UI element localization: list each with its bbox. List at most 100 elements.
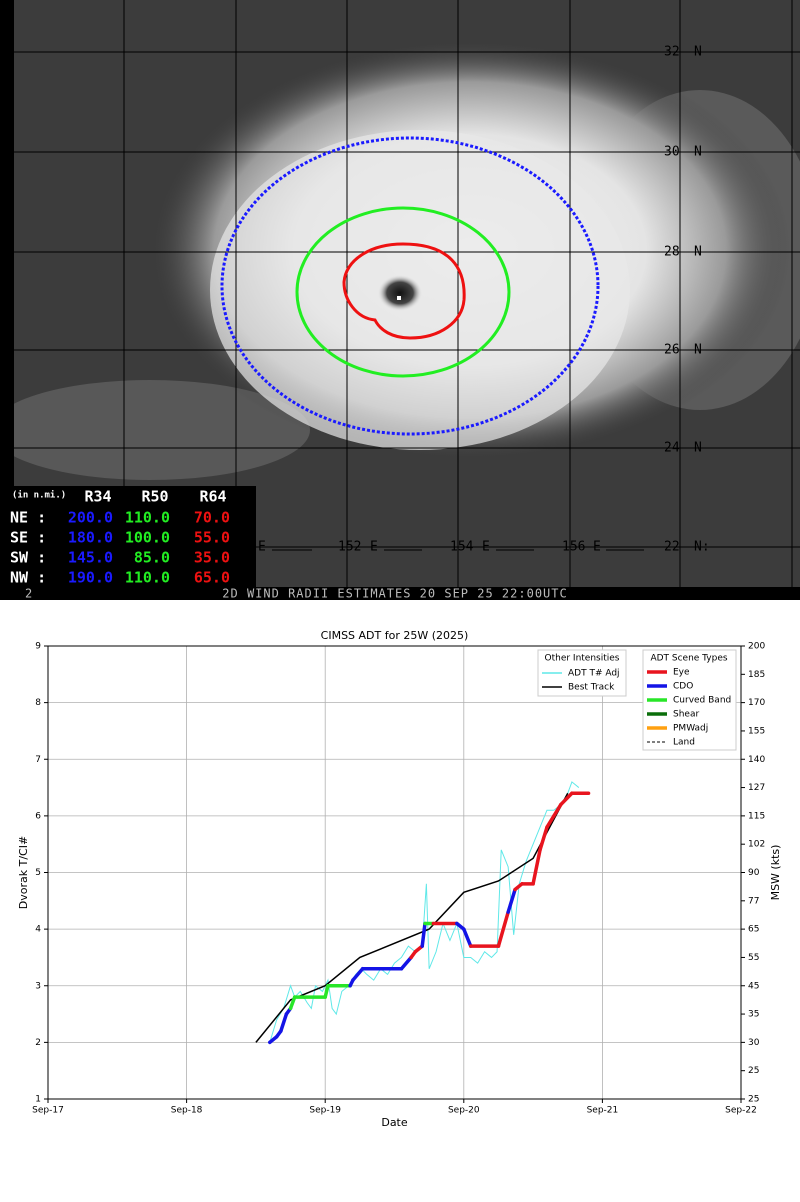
legend-label: Shear [673, 710, 699, 720]
y2-tick-label: 35 [748, 1010, 759, 1020]
x-tick-label: Sep-21 [587, 1106, 619, 1116]
x-axis-label: Date [381, 1116, 408, 1129]
y-tick-label: 7 [35, 755, 41, 765]
series-line [269, 781, 580, 1043]
lat-degree: 26 [664, 343, 680, 358]
radius-value: 190.0 [68, 569, 113, 587]
lon-label: E [370, 540, 378, 555]
y2-tick-label: 170 [748, 698, 765, 708]
radius-value: 100.0 [125, 529, 170, 547]
legend-label: Curved Band [673, 696, 731, 706]
legend-title: Other Intensities [545, 654, 620, 664]
row-label: SW : [10, 549, 46, 567]
radius-value: 110.0 [125, 509, 170, 527]
lon-label: E [593, 540, 601, 555]
y2-tick-label: 115 [748, 811, 765, 821]
legend-label: ADT T# Adj [568, 669, 620, 679]
y2-tick-label: 155 [748, 726, 765, 736]
column-header: R50 [141, 488, 168, 506]
scene-segment [506, 887, 517, 914]
y2-axis-label: MSW (kts) [769, 845, 782, 901]
lon-label: E [258, 540, 266, 555]
y2-tick-label: 55 [748, 953, 759, 963]
row-label: NE : [10, 509, 46, 527]
series-line [255, 792, 569, 1043]
lat-hemisphere: N [694, 343, 702, 358]
lat-degree: 28 [664, 245, 680, 260]
y2-tick-label: 45 [748, 981, 759, 991]
scene-segment [462, 927, 473, 948]
lat-degree: 22 [664, 540, 680, 555]
legend-label: PMWadj [673, 724, 708, 734]
y-tick-label: 2 [35, 1038, 41, 1048]
radius-value: 70.0 [194, 509, 230, 527]
x-tick-label: Sep-22 [725, 1106, 757, 1116]
legend-title: ADT Scene Types [650, 654, 727, 664]
radius-value: 200.0 [68, 509, 113, 527]
y-axis-label: Dvorak T/CI# [17, 836, 30, 909]
plot-frame [47, 645, 742, 1100]
scene-segment [545, 814, 556, 829]
lon-label: 154 [450, 540, 474, 555]
legend-label: Land [673, 738, 695, 748]
y2-tick-label: 25 [748, 1095, 759, 1105]
scene-segment [351, 967, 365, 982]
lat-hemisphere: N: [694, 540, 710, 555]
radius-value: 35.0 [194, 549, 230, 567]
column-header: R34 [84, 488, 111, 506]
y-tick-label: 1 [35, 1095, 41, 1105]
radius-value: 180.0 [68, 529, 113, 547]
footer-caption: 2D WIND RADII ESTIMATES 20 SEP 25 22:00U… [222, 587, 567, 601]
footer-bar [0, 587, 800, 600]
lat-hemisphere: N [694, 45, 702, 60]
lat-hemisphere: N [694, 145, 702, 160]
y-tick-label: 4 [35, 925, 41, 935]
radii-table-bg [0, 486, 256, 587]
legend-label: Eye [673, 668, 690, 678]
y2-tick-label: 65 [748, 925, 759, 935]
y2-tick-label: 30 [748, 1038, 760, 1048]
y-tick-label: 6 [35, 811, 41, 821]
x-tick-label: Sep-18 [171, 1106, 203, 1116]
chart-title: CIMSS ADT for 25W (2025) [321, 629, 469, 642]
scene-segment [531, 848, 542, 886]
scene-segment [538, 825, 549, 852]
scene-segment [399, 955, 413, 971]
radius-value: 145.0 [68, 549, 113, 567]
x-tick-label: Sep-20 [448, 1106, 480, 1116]
y-tick-label: 5 [35, 868, 41, 878]
row-label: NW : [10, 569, 46, 587]
y-tick-label: 8 [35, 698, 41, 708]
column-header: R64 [199, 488, 226, 506]
scene-segment [496, 910, 510, 948]
scene-segment [279, 1012, 289, 1033]
y2-tick-label: 185 [748, 670, 765, 680]
row-label: SE : [10, 529, 46, 547]
scene-segment [288, 995, 297, 1011]
lon-label: 156 [562, 540, 585, 555]
y2-tick-label: 77 [748, 896, 759, 906]
lat-hemisphere: N [694, 245, 702, 260]
units-label: (in n.mi.) [12, 490, 66, 501]
x-tick-label: Sep-17 [32, 1106, 64, 1116]
scene-segment [323, 984, 330, 999]
lat-hemisphere: N [694, 441, 702, 456]
y2-tick-label: 25 [748, 1066, 759, 1076]
lon-label: E [482, 540, 490, 555]
y-tick-label: 3 [35, 981, 41, 991]
y2-tick-label: 90 [748, 868, 760, 878]
scene-segment [559, 791, 574, 807]
y-tick-label: 9 [35, 642, 41, 652]
legend-label: Best Track [568, 683, 615, 693]
y2-tick-label: 200 [748, 642, 765, 652]
y2-tick-label: 102 [748, 840, 765, 850]
radius-value: 110.0 [125, 569, 170, 587]
lat-degree: 32 [664, 45, 680, 60]
lat-degree: 24 [664, 441, 680, 456]
radius-value: 55.0 [194, 529, 230, 547]
footer-number: 2 [25, 587, 32, 601]
y2-tick-label: 127 [748, 783, 765, 793]
radius-value: 65.0 [194, 569, 230, 587]
